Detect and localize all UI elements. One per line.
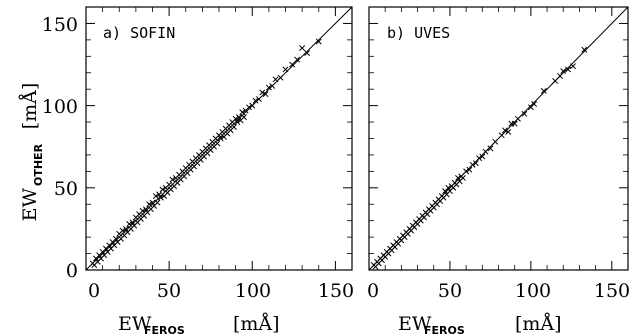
data-point bbox=[215, 141, 220, 146]
panel-a-points bbox=[90, 39, 321, 268]
x-tick-label-b-50: 50 bbox=[438, 280, 462, 302]
data-point bbox=[241, 115, 246, 120]
x-axis-label-b: EW FEROS [mÅ] bbox=[398, 313, 562, 336]
y-tick-label-150: 150 bbox=[42, 14, 78, 36]
x-axis-label-b-unit: [mÅ] bbox=[515, 313, 562, 335]
x-axis-label-a: EW FEROS [mÅ] bbox=[118, 313, 280, 336]
x-tick-label-a-0: 0 bbox=[88, 280, 100, 302]
data-point bbox=[155, 200, 160, 205]
data-point bbox=[283, 67, 288, 72]
data-point bbox=[557, 73, 562, 78]
data-point bbox=[570, 64, 575, 69]
data-point bbox=[300, 45, 305, 50]
y-axis-label-main: EW bbox=[19, 188, 41, 222]
x-tick-label-a-50: 50 bbox=[157, 280, 181, 302]
y-axis-label-unit: [mÅ] bbox=[19, 83, 41, 130]
data-point bbox=[231, 124, 236, 129]
x-tick-label-b-0: 0 bbox=[367, 280, 379, 302]
x-tick-label-a-100: 100 bbox=[235, 280, 271, 302]
panel-uves: b) UVES bbox=[369, 7, 628, 270]
y-tick-label-100: 100 bbox=[42, 96, 78, 118]
panel-a-label: a) SOFIN bbox=[103, 24, 175, 42]
panel-sofin: a) SOFIN bbox=[86, 7, 352, 270]
data-point bbox=[499, 133, 504, 138]
y-tick-label-50: 50 bbox=[54, 178, 78, 200]
data-point bbox=[493, 139, 498, 144]
x-axis-label-b-sub: FEROS bbox=[424, 324, 465, 336]
x-axis-label-a-sub: FEROS bbox=[144, 324, 185, 336]
x-tick-label-a-150: 150 bbox=[318, 280, 354, 302]
y-tick-label-0: 0 bbox=[66, 260, 78, 282]
x-axis-label-a-unit: [mÅ] bbox=[233, 313, 280, 335]
x-tick-label-b-150: 150 bbox=[594, 280, 630, 302]
data-point bbox=[515, 116, 520, 121]
data-point bbox=[167, 182, 172, 187]
data-point bbox=[483, 149, 488, 154]
y-axis-label-sub: OTHER bbox=[32, 143, 45, 186]
data-point bbox=[553, 78, 558, 83]
panel-b-label: b) UVES bbox=[387, 24, 450, 42]
data-point bbox=[273, 77, 278, 82]
data-point bbox=[460, 175, 465, 180]
x-tick-label-b-100: 100 bbox=[515, 280, 551, 302]
data-point bbox=[278, 75, 283, 80]
panel-b-points bbox=[371, 47, 587, 269]
